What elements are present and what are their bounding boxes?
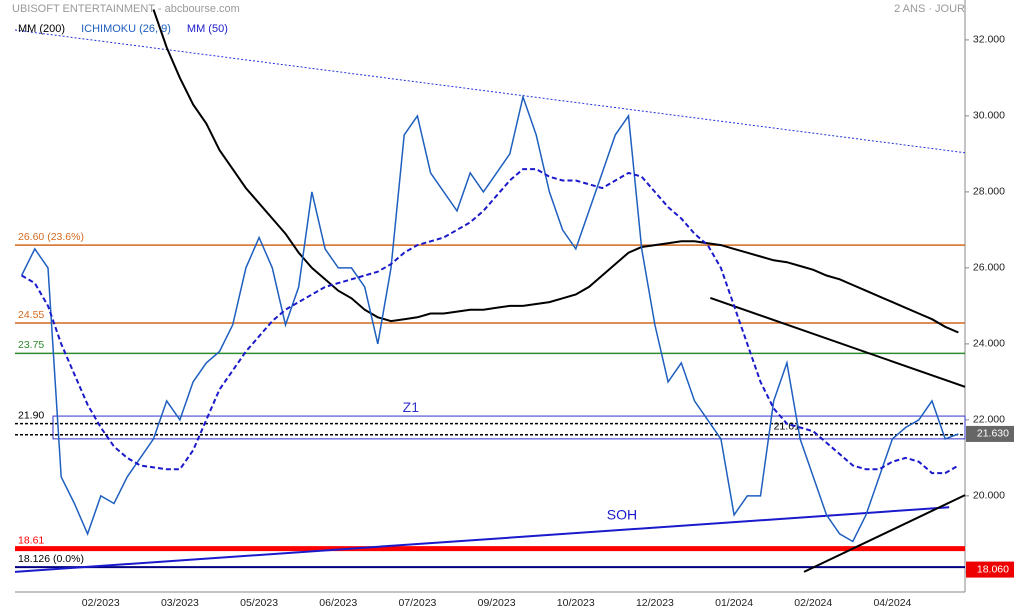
- x-tick-label: 01/2024: [715, 597, 753, 609]
- x-tick-label: 05/2023: [240, 597, 278, 609]
- zone-label: Z1: [403, 399, 420, 415]
- x-tick-label: 02/2024: [794, 597, 832, 609]
- legend-entry: MM (50): [187, 23, 228, 35]
- x-tick-label: 09/2023: [478, 597, 516, 609]
- chart-title: UBISOFT ENTERTAINMENT - abcbourse.com: [12, 3, 240, 15]
- y-tick-label: 30.000: [973, 110, 1005, 122]
- legend-entry: ICHIMOKU (26, 9): [81, 23, 171, 35]
- price-tag-label: 18.060: [977, 563, 1009, 575]
- level-label: 21.61: [774, 420, 800, 432]
- x-tick-label: 04/2024: [873, 597, 911, 609]
- legend-entry: MM (200): [18, 23, 65, 35]
- trendline-label: SOH: [607, 507, 637, 523]
- y-tick-label: 32.000: [973, 34, 1005, 46]
- zone: [52, 415, 966, 440]
- level-label: 18.126 (0.0%): [18, 553, 84, 565]
- trendline: [803, 494, 966, 573]
- level-label: 21.90: [18, 409, 44, 421]
- y-tick-label: 22.000: [973, 414, 1005, 426]
- x-tick-label: 02/2023: [82, 597, 120, 609]
- x-tick-label: 03/2023: [161, 597, 199, 609]
- x-tick-label: 06/2023: [319, 597, 357, 609]
- trendline: [14, 506, 950, 573]
- level-label: 23.75: [18, 339, 44, 351]
- price-tag: [966, 425, 1014, 442]
- x-tick-label: 12/2023: [636, 597, 674, 609]
- level-label: 26.60 (23.6%): [18, 231, 84, 243]
- x-tick-label: 07/2023: [398, 597, 436, 609]
- y-tick-label: 28.000: [973, 186, 1005, 198]
- trendline: [710, 296, 966, 388]
- series-line: [152, 9, 959, 334]
- level-label: 24.55: [18, 309, 44, 321]
- series-line: [20, 94, 959, 543]
- price-tag-label: 21.630: [977, 428, 1009, 440]
- x-tick-label: 10/2023: [557, 597, 595, 609]
- price-tag: [966, 561, 1014, 578]
- y-tick-label: 26.000: [973, 262, 1005, 274]
- series-line: [21, 168, 959, 475]
- y-tick-label: 24.000: [973, 338, 1005, 350]
- level-label: 18.61: [18, 534, 44, 546]
- y-tick-label: 20.000: [973, 490, 1005, 502]
- chart-subtitle: 2 ANS · JOUR: [894, 3, 965, 15]
